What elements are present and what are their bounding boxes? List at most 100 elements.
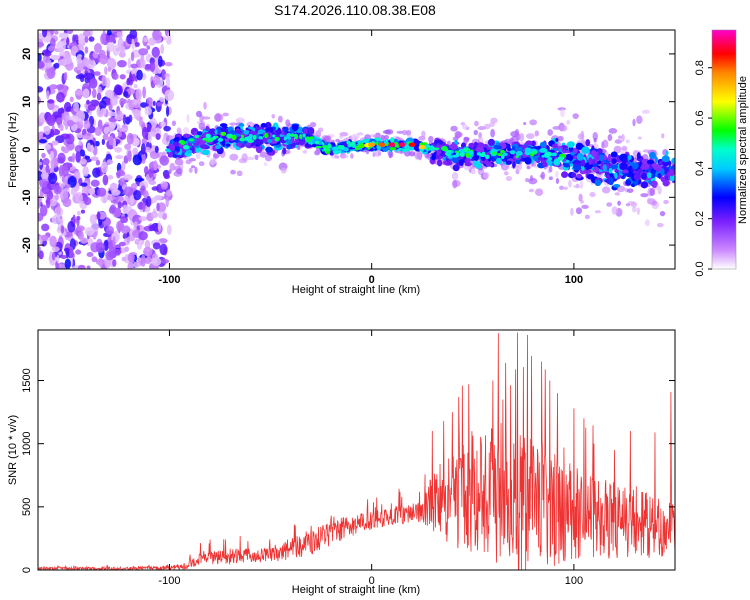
noise-blob — [103, 126, 109, 135]
halo-blob — [241, 153, 248, 162]
halo-blob — [614, 139, 623, 144]
noise-blob — [51, 246, 60, 252]
noise-blob — [89, 214, 98, 225]
snr-y-tick-label: 1000 — [21, 431, 33, 455]
noise-blob — [127, 252, 135, 263]
halo-blob — [277, 115, 283, 123]
core-blob — [551, 152, 557, 157]
core-blob — [183, 144, 190, 150]
noise-blob — [112, 259, 117, 267]
noise-blob — [154, 145, 159, 154]
core-blob — [299, 134, 303, 140]
noise-blob — [51, 214, 61, 225]
noise-blob — [124, 143, 132, 150]
band-blob — [265, 146, 273, 153]
halo-blob — [490, 117, 498, 124]
halo-blob — [526, 165, 531, 170]
core-blob — [531, 150, 538, 155]
band-blob — [507, 143, 511, 150]
core-blob — [530, 153, 534, 157]
noise-blob — [129, 30, 138, 40]
core-blob — [383, 140, 389, 145]
band-blob — [465, 157, 471, 163]
noise-blob — [138, 231, 148, 241]
halo-blob — [195, 110, 203, 118]
noise-blob — [38, 41, 45, 48]
noise-blob — [82, 57, 90, 67]
noise-blob — [126, 88, 136, 95]
noise-blob — [76, 225, 85, 232]
noise-blob — [75, 74, 85, 80]
band-blob — [235, 142, 242, 147]
noise-blob — [146, 97, 153, 105]
noise-blob — [95, 242, 105, 253]
noise-blob — [80, 209, 86, 214]
band-blob — [512, 161, 516, 169]
core-blob — [557, 156, 565, 161]
band-blob — [173, 136, 181, 143]
noise-blob — [60, 133, 71, 140]
noise-blob — [107, 111, 117, 117]
band-blob — [651, 162, 658, 168]
noise-blob — [49, 235, 57, 248]
noise-blob — [134, 41, 140, 47]
band-blob — [566, 141, 575, 148]
noise-blob — [130, 183, 138, 189]
noise-blob — [146, 44, 151, 50]
noise-blob — [129, 193, 135, 206]
noise-blob — [83, 120, 91, 130]
halo-blob — [525, 133, 535, 139]
core-blob — [178, 140, 186, 144]
halo-blob — [169, 162, 176, 171]
halo-blob — [317, 127, 324, 133]
band-blob — [613, 183, 621, 188]
noise-blob — [160, 121, 166, 128]
noise-blob — [86, 265, 91, 269]
noise-blob — [131, 37, 135, 50]
noise-blob — [67, 220, 76, 233]
noise-blob — [56, 91, 65, 103]
band-blob — [486, 163, 493, 167]
core-blob — [541, 154, 547, 158]
noise-blob — [130, 51, 135, 62]
noise-blob — [124, 246, 129, 252]
noise-blob — [152, 242, 161, 250]
snr-x-axis-title: Height of straight line (km) — [292, 584, 420, 596]
noise-blob — [123, 186, 134, 197]
halo-blob — [309, 122, 317, 128]
spectrum-x-tick-label: 100 — [565, 274, 583, 286]
noise-blob — [141, 126, 149, 139]
halo-blob — [265, 154, 272, 162]
colorbar-tick-label: 0.0 — [694, 261, 706, 276]
noise-blob — [147, 131, 152, 144]
noise-blob — [86, 99, 90, 105]
noise-blob — [100, 161, 108, 174]
noise-blob — [59, 189, 69, 201]
noise-blob — [163, 173, 171, 180]
core-blob — [515, 151, 523, 156]
noise-blob — [134, 177, 145, 182]
noise-blob — [140, 102, 147, 108]
noise-blob — [108, 135, 114, 146]
core-blob — [202, 137, 208, 141]
halo-blob — [579, 181, 584, 189]
noise-blob — [46, 114, 56, 126]
noise-blob — [107, 66, 112, 72]
noise-blob — [60, 254, 67, 260]
noise-blob — [47, 148, 51, 155]
noise-blob — [38, 170, 44, 182]
spectrum-y-axis-title: Frequency (Hz) — [7, 112, 19, 188]
core-blob — [459, 152, 465, 158]
noise-blob — [86, 252, 94, 258]
snr-y-tick-label: 1500 — [21, 368, 33, 392]
noise-blob — [60, 218, 64, 228]
noise-blob — [118, 241, 126, 247]
spectrum-x-ticks: -100 0 100 — [158, 30, 583, 286]
core-blob — [207, 137, 214, 142]
halo-blob — [656, 222, 664, 228]
spectrum-y-tick-label: 20 — [21, 48, 33, 60]
noise-blob — [75, 151, 81, 163]
noise-blob — [88, 36, 95, 42]
core-blob — [467, 150, 474, 156]
band-blob — [266, 127, 274, 133]
